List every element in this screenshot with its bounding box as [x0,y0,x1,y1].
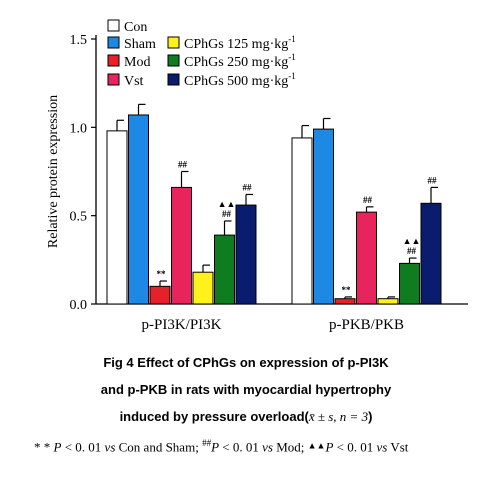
significance-mark: ▲▲ [403,236,421,246]
legend-label: CPhGs 125 mg·kg-1 [184,34,296,52]
footnote-marks-2: ## [202,438,212,448]
significance-mark: ** [157,269,167,279]
caption-stats: x̄ ± s, n = 3 [308,409,369,424]
bar [399,262,420,305]
legend-label: Sham [124,37,156,52]
x-tick-label: p-PKB/PKB [329,317,404,333]
legend-swatch [167,54,180,67]
bar [128,114,149,305]
caption-line-3-end: ) [368,409,373,424]
significance-mark: ** [342,285,352,295]
y-tick-label: 0.5 [70,210,88,225]
bar [334,298,356,305]
footnote-marks-3: ▲▲ [307,440,326,451]
significance-mark: ## [363,195,373,205]
footnote-groups-2: Mod; [272,439,308,455]
legend-swatch [107,54,120,67]
footnote-p-2: P [211,439,220,455]
footnote-vs-2: vs [262,439,273,455]
y-tick-label: 1.5 [70,33,88,48]
chart-axes: 0.0 0.5 1.0 1.5 Relative protein expression p… [46,33,468,333]
legend-label: CPhGs 500 mg·kg-1 [184,71,296,89]
bar [313,128,334,305]
footnote-text-1: < 0. 01 [61,439,105,455]
significance-mark: ## [243,182,253,192]
bar [149,285,171,305]
chart-bars: **##▲▲####**##▲▲#### [106,103,442,305]
bar [235,204,257,305]
legend-label-superscript: -1 [288,71,296,81]
x-tick-label: p-PI3K/PI3K [141,317,221,333]
legend-label: Con [124,20,147,35]
bar [291,137,313,305]
legend-label-superscript: -1 [288,52,296,62]
footnote-groups-1: Con and Sham; [115,439,203,455]
bar [192,271,214,305]
y-tick-label: 0.0 [70,298,88,313]
significance-mark: ## [178,160,188,170]
footnote-text-2: < 0. 01 [219,439,263,455]
legend-label: CPhGs 250 mg·kg-1 [184,52,296,70]
legend-swatch [107,36,120,49]
significance-mark: ## [222,209,232,219]
legend-swatch [167,73,180,86]
figure-footnote: * * P < 0. 01 vs Con and Sham; ##P < 0. … [34,431,474,459]
bar-chart: 0.0 0.5 1.0 1.5 Relative protein expression p… [46,19,468,333]
footnote-marks-1: * * [34,439,51,455]
footnote-vs-1: vs [104,439,116,455]
bar [214,234,235,305]
caption-line-3: induced by pressure overload(x̄ ± s, n =… [0,403,492,430]
bar [420,202,442,305]
caption-line-1: Fig 4 Effect of CPhGs on expression of p… [103,355,389,370]
figure-caption: Fig 4 Effect of CPhGs on expression of p… [0,349,492,430]
y-tick-label: 1.0 [70,121,88,136]
footnote-groups-3: Vst [387,439,409,455]
bar [106,130,128,305]
bar [171,186,192,305]
bar [377,298,399,305]
footnote-p-3: P [325,439,334,455]
footnote-text-3: < 0. 01 [333,439,377,455]
caption-line-2: and p-PKB in rats with myocardial hypert… [100,382,392,397]
footnote-p-1: P [53,439,62,455]
legend-swatch [107,19,120,32]
bar [356,211,377,305]
significance-mark: ▲▲ [218,199,236,209]
significance-mark: ## [407,246,417,256]
legend-label-superscript: -1 [288,34,296,44]
y-axis-title: Relative protein expression [46,95,61,248]
legend-label: Mod [124,55,150,70]
significance-mark: ## [428,175,438,185]
legend-swatch [107,73,120,86]
legend-swatch [167,36,180,49]
footnote-vs-3: vs [376,439,388,455]
caption-line-3-text: induced by pressure overload( [119,409,309,424]
legend-label: Vst [124,74,144,89]
